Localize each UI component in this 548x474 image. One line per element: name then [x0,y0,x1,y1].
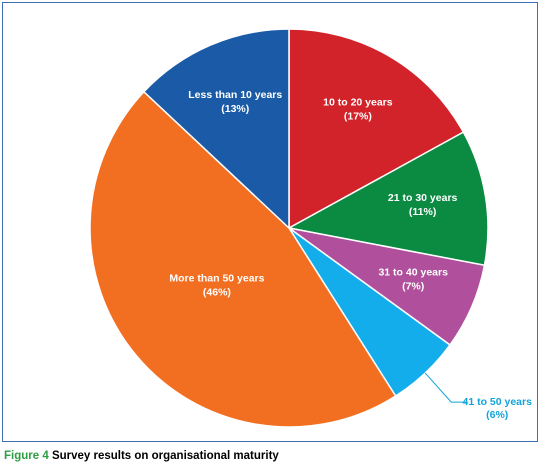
slice-label-10-to-20: 10 to 20 years [323,97,393,109]
slice-label-21-to-30: 21 to 30 years [388,192,458,204]
slice-percent-41-to-50: (6%) [486,409,508,421]
figure-number: Figure 4 [4,450,49,462]
pie-slice-10-to-20 [288,28,465,230]
caption-text: Survey results on organisational maturit… [51,450,279,462]
slice-percent-more-than-50: (46%) [203,287,231,299]
pie-slice-less-than-10 [142,28,290,230]
slice-label-less-than-10: Less than 10 years [188,89,282,101]
slice-percent-31-to-40: (7%) [402,281,424,293]
slice-label-31-to-40: 31 to 40 years [378,267,448,279]
pie-slice-21-to-30 [286,131,489,267]
slice-label-more-than-50: More than 50 years [169,273,264,285]
chart-frame: 10 to 20 years (17%) 21 to 30 years (11%) 31… [2,2,538,442]
slice-percent-less-than-10: (13%) [221,103,249,115]
slice-percent-21-to-30: (11%) [409,206,436,218]
slice-percent-10-to-20: (17%) [344,111,372,123]
leader-line-41-to-50 [424,372,468,403]
slice-label-41-to-50: 41 to 50 years [462,396,532,408]
pie-chart: 10 to 20 years (17%) 21 to 30 years (11%) 31… [89,28,532,428]
pie-slice-more-than-50 [89,90,397,428]
figure-caption: Figure 4 Survey results on organisationa… [4,450,279,462]
